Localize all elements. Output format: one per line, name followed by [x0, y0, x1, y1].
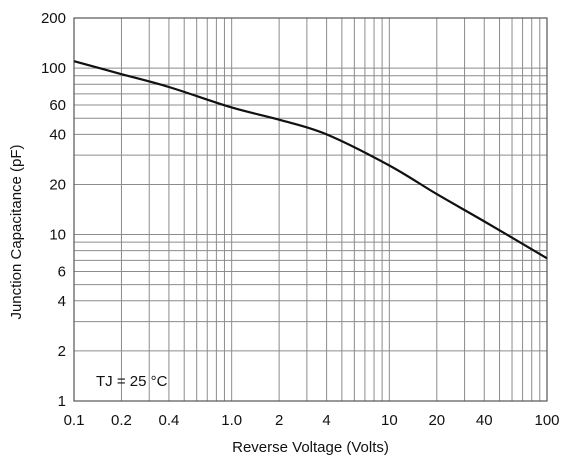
x-tick-label: 20	[428, 412, 445, 429]
y-tick-label: 6	[58, 263, 66, 280]
plot-frame	[73, 17, 548, 402]
x-tick-label: 2	[275, 412, 283, 429]
y-axis-label: Junction Capacitance (pF)	[8, 144, 25, 319]
x-tick-label: 40	[476, 412, 493, 429]
y-tick-label: 4	[58, 293, 66, 310]
x-tick-label: 0.4	[158, 412, 179, 429]
x-tick-label: 0.1	[64, 412, 85, 429]
y-tick-label: 200	[41, 10, 66, 27]
x-tick-label: 10	[381, 412, 398, 429]
x-tick-label: 0.2	[111, 412, 132, 429]
x-tick-label: 1.0	[221, 412, 242, 429]
x-tick-label: 100	[534, 412, 559, 429]
y-tick-label: 1	[58, 393, 66, 410]
y-tick-label: 100	[41, 60, 66, 77]
x-tick-label: 4	[322, 412, 330, 429]
x-tick-labels: 0.1 0.2 0.4 1.0 2 4 10 20 40 100	[64, 412, 560, 429]
y-tick-label: 40	[49, 126, 66, 143]
y-tick-label: 60	[49, 97, 66, 114]
temperature-annotation: TJ = 25 °C	[96, 373, 168, 390]
y-tick-label: 10	[49, 227, 66, 244]
capacitance-curve	[73, 60, 548, 260]
x-axis-label: Reverse Voltage (Volts)	[232, 439, 389, 456]
curve-layer	[73, 60, 548, 260]
grid	[74, 18, 547, 401]
y-tick-labels: 1 2 4 6 10 20 40 60 100 200	[41, 10, 66, 410]
y-tick-label: 2	[58, 343, 66, 360]
y-tick-label: 20	[49, 176, 66, 193]
